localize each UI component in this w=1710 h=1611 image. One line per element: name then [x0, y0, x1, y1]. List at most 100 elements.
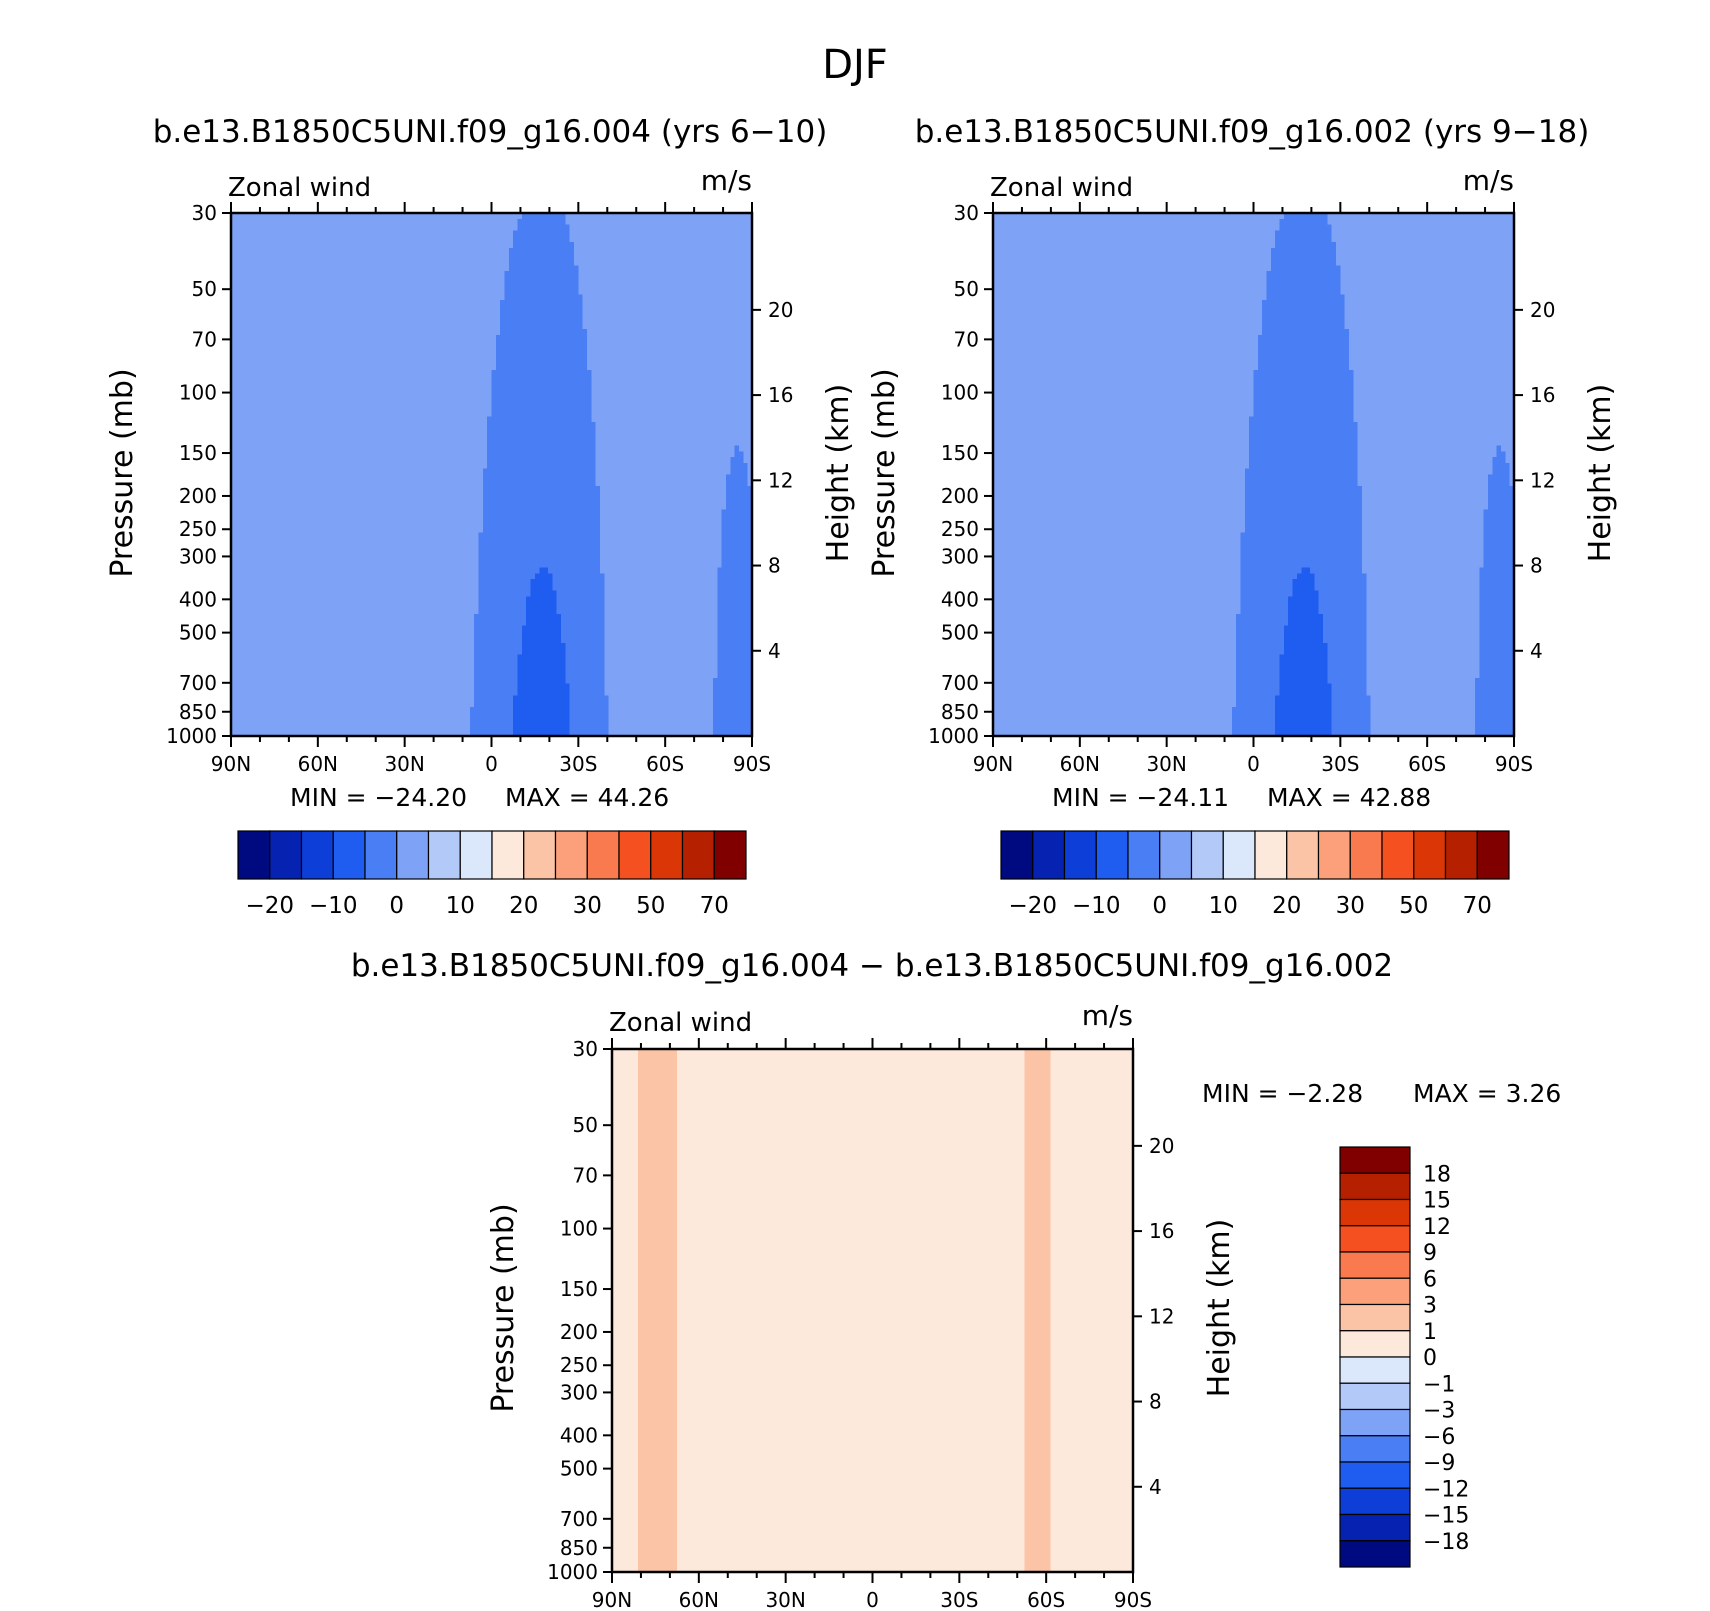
y-tick-label: 1000 [547, 1560, 598, 1584]
colorbar-label: 9 [1423, 1241, 1437, 1266]
panel-2-min-label: MIN = −24.11 [1052, 783, 1229, 812]
y-tick-label: 100 [560, 1217, 598, 1241]
y-tick-label: 400 [179, 587, 217, 611]
y-tick-label: 100 [941, 381, 979, 405]
colorbar-label: 70 [700, 893, 729, 919]
y2-tick-label: 12 [1149, 1304, 1174, 1328]
colorbar-box [586, 830, 620, 880]
panel-1: b.e13.B1850C5UNI.f09_g16.004 (yrs 6−10) … [105, 114, 856, 919]
panel-3-left-label: Zonal wind [609, 1008, 752, 1038]
panel-2-y-label: Pressure (mb) [867, 368, 902, 577]
x-tick-label: 90N [592, 1588, 632, 1611]
colorbar-label: −10 [309, 893, 358, 919]
panel-2-colorbar: −20 −10 0 10 20 30 50 70 [1000, 830, 1510, 919]
panel-3-min-label: MIN = −2.28 [1202, 1079, 1363, 1108]
colorbar-label: 0 [1152, 893, 1167, 919]
colorbar-label: −1 [1423, 1372, 1455, 1397]
colorbar-box [554, 830, 588, 880]
y-tick-label: 250 [941, 517, 979, 541]
colorbar-box [1339, 1487, 1411, 1516]
colorbar-box [459, 830, 493, 880]
x-tick-label: 30N [384, 752, 424, 776]
colorbar-box [1339, 1382, 1411, 1411]
contour-field [231, 213, 753, 737]
y-tick-label: 300 [179, 544, 217, 568]
colorbar-box [396, 830, 430, 880]
colorbar-label: −12 [1423, 1477, 1469, 1502]
panel-1-right-label: m/s [701, 164, 752, 197]
colorbar-box [1339, 1277, 1411, 1306]
y-tick-label: 850 [179, 700, 217, 724]
y-tick-label: 850 [941, 700, 979, 724]
colorbar-label: 20 [509, 893, 538, 919]
y2-tick-label: 20 [768, 298, 793, 322]
colorbar-label: −20 [1008, 893, 1057, 919]
colorbar-box [491, 830, 525, 880]
y-tick-label: 50 [573, 1113, 598, 1137]
y2-tick-label: 20 [1530, 298, 1555, 322]
y-tick-label: 250 [560, 1353, 598, 1377]
colorbar-box [1339, 1435, 1411, 1463]
colorbar-box [1032, 830, 1066, 880]
y-tick-label: 150 [560, 1277, 598, 1301]
y-tick-label: 150 [941, 441, 979, 465]
y-tick-label: 500 [560, 1457, 598, 1481]
colorbar-label: 70 [1463, 893, 1492, 919]
colorbar-label: 30 [573, 893, 602, 919]
panel-3-y2-label: Height (km) [1202, 1219, 1237, 1398]
x-tick-label: 60S [1027, 1588, 1065, 1611]
y-tick-label: 250 [179, 517, 217, 541]
colorbar-box [1222, 830, 1256, 880]
colorbar-label: 50 [636, 893, 665, 919]
x-tick-label: 90N [973, 752, 1013, 776]
x-tick-label: 60S [1408, 752, 1446, 776]
figure-title: DJF [822, 42, 888, 88]
y2-tick-label: 4 [1149, 1475, 1162, 1499]
colorbar-box [1254, 830, 1288, 880]
y-tick-label: 50 [954, 277, 979, 301]
y-tick-label: 850 [560, 1536, 598, 1560]
colorbar-label: 6 [1423, 1267, 1437, 1292]
x-tick-label: 30S [1321, 752, 1359, 776]
y2-tick-label: 16 [1149, 1219, 1174, 1243]
y-tick-label: 200 [179, 484, 217, 508]
colorbar-box [650, 830, 684, 880]
panel-1-y2-label: Height (km) [821, 384, 856, 563]
x-tick-label: 30N [765, 1588, 805, 1611]
colorbar-box [1339, 1225, 1411, 1253]
x-tick-label: 90N [211, 752, 251, 776]
y2-tick-label: 8 [768, 554, 781, 578]
x-tick-label: 30N [1146, 752, 1186, 776]
y-tick-label: 1000 [166, 724, 217, 748]
colorbar-label: −15 [1423, 1504, 1469, 1529]
y2-tick-label: 12 [768, 468, 793, 492]
x-tick-label: 90S [1114, 1588, 1152, 1611]
x-tick-label: 30S [559, 752, 597, 776]
colorbar-label: −9 [1423, 1451, 1455, 1476]
panel-3: b.e13.B1850C5UNI.f09_g16.004 − b.e13.B18… [351, 948, 1561, 1611]
colorbar-box [1339, 1172, 1411, 1201]
colorbar-label: 0 [389, 893, 404, 919]
panel-3-y-label: Pressure (mb) [486, 1203, 521, 1412]
y2-tick-label: 12 [1530, 468, 1555, 492]
y-tick-label: 200 [941, 484, 979, 508]
panel-3-right-label: m/s [1082, 999, 1133, 1032]
y-tick-label: 70 [954, 327, 979, 351]
colorbar-label: 0 [1423, 1346, 1437, 1371]
colorbar-box [681, 830, 715, 880]
x-tick-label: 60S [646, 752, 684, 776]
y-tick-label: 30 [573, 1037, 598, 1061]
panel-2: b.e13.B1850C5UNI.f09_g16.002 (yrs 9−18) … [867, 114, 1618, 919]
panel-2-title: b.e13.B1850C5UNI.f09_g16.002 (yrs 9−18) [915, 114, 1590, 150]
y-tick-label: 300 [941, 544, 979, 568]
colorbar-box [1317, 830, 1351, 880]
colorbar-label: 10 [1209, 893, 1238, 919]
y-tick-label: 150 [179, 441, 217, 465]
colorbar-label: −6 [1423, 1425, 1455, 1450]
colorbar-box [1286, 830, 1320, 880]
panel-3-title: b.e13.B1850C5UNI.f09_g16.004 − b.e13.B18… [351, 948, 1393, 984]
colorbar-box [1476, 830, 1510, 880]
